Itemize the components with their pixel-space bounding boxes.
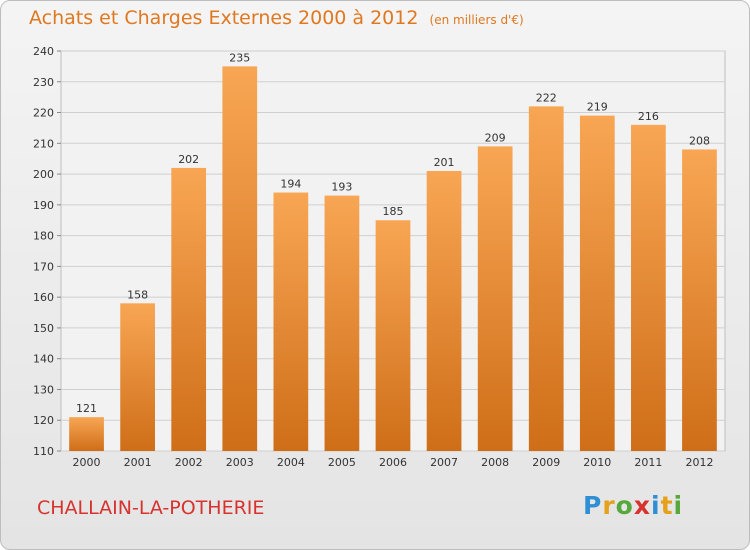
y-axis: 110 120 130 140 150 160 170 180 190 200 210 220 230 2… — [33, 45, 61, 458]
bar-2008 — [477, 146, 513, 451]
y-tick-label: 120 — [33, 414, 54, 427]
value-label-2000: 121 — [76, 402, 97, 415]
chart-unit: (en milliers d'€) — [429, 13, 524, 27]
y-tick-label: 150 — [33, 322, 54, 335]
value-label-2007: 201 — [434, 156, 455, 169]
x-tick-label-2011: 2011 — [634, 456, 662, 469]
value-label-2005: 193 — [331, 181, 352, 194]
y-tick-label: 140 — [33, 353, 54, 366]
y-tick-label: 220 — [33, 107, 54, 120]
x-tick-label-2008: 2008 — [481, 456, 509, 469]
chart-title-text: Achats et Charges Externes 2000 à 2012 — [29, 7, 419, 29]
bar-2000 — [69, 417, 104, 451]
value-label-2003: 235 — [229, 51, 250, 64]
value-label-2009: 222 — [536, 91, 557, 104]
x-tick-label-2006: 2006 — [379, 456, 407, 469]
x-tick-label-2003: 2003 — [226, 456, 254, 469]
value-label-2001: 158 — [127, 288, 148, 301]
x-tick-label-2001: 2001 — [124, 456, 152, 469]
value-label-2006: 185 — [383, 205, 404, 218]
bar-2012 — [682, 149, 717, 451]
y-tick-label: 210 — [33, 137, 54, 150]
bar-2010 — [579, 115, 615, 451]
commune-name: CHALLAIN-LA-POTHERIE — [37, 497, 265, 519]
y-tick-label: 240 — [33, 45, 54, 58]
y-tick-label: 110 — [33, 445, 54, 458]
bar-2001 — [120, 303, 155, 451]
y-tick-label: 230 — [33, 76, 54, 89]
y-tick-label: 130 — [33, 383, 54, 396]
bars: 121 158 202 235 194 193 185 201 209 222 219 216 208 — [69, 51, 717, 452]
bar-2002 — [171, 167, 207, 451]
y-tick-label: 180 — [33, 230, 54, 243]
logo-letter: i — [651, 491, 661, 520]
logo-letter: r — [602, 491, 616, 520]
x-tick-label-2002: 2002 — [175, 456, 203, 469]
bar-2009 — [528, 106, 564, 451]
value-label-2004: 194 — [280, 178, 301, 191]
value-label-2011: 216 — [638, 110, 659, 123]
logo-letter: t — [660, 491, 674, 520]
x-tick-label-2010: 2010 — [583, 456, 611, 469]
bar-2003 — [222, 66, 258, 451]
bar-2005 — [324, 195, 360, 451]
y-tick-label: 170 — [33, 260, 54, 273]
y-tick-label: 160 — [33, 291, 54, 304]
logo-letter: P — [583, 491, 603, 520]
x-tick-label-2000: 2000 — [73, 456, 101, 469]
value-label-2010: 219 — [587, 101, 608, 114]
logo-letter: x — [633, 491, 651, 520]
proxiti-logo: Proxiti — [583, 491, 683, 520]
x-tick-label-2004: 2004 — [277, 456, 305, 469]
x-tick-label-2009: 2009 — [532, 456, 560, 469]
value-label-2012: 208 — [689, 134, 710, 147]
value-label-2008: 209 — [485, 131, 506, 144]
bar-2011 — [631, 124, 666, 451]
y-tick-label: 200 — [33, 168, 54, 181]
logo-letter: o — [615, 491, 634, 520]
chart-title: Achats et Charges Externes 2000 à 2012 (… — [29, 7, 524, 29]
logo-letter: i — [673, 491, 684, 520]
bar-2004 — [273, 192, 309, 452]
value-label-2002: 202 — [178, 153, 199, 166]
bar-2006 — [375, 220, 411, 451]
y-tick-label: 190 — [33, 199, 54, 212]
bar-2007 — [426, 171, 462, 451]
x-axis: 2000 2001 2002 2003 2004 2005 2006 2007 2008 2009… — [73, 456, 714, 469]
x-tick-label-2007: 2007 — [430, 456, 458, 469]
x-tick-label-2005: 2005 — [328, 456, 356, 469]
x-tick-label-2012: 2012 — [685, 456, 713, 469]
